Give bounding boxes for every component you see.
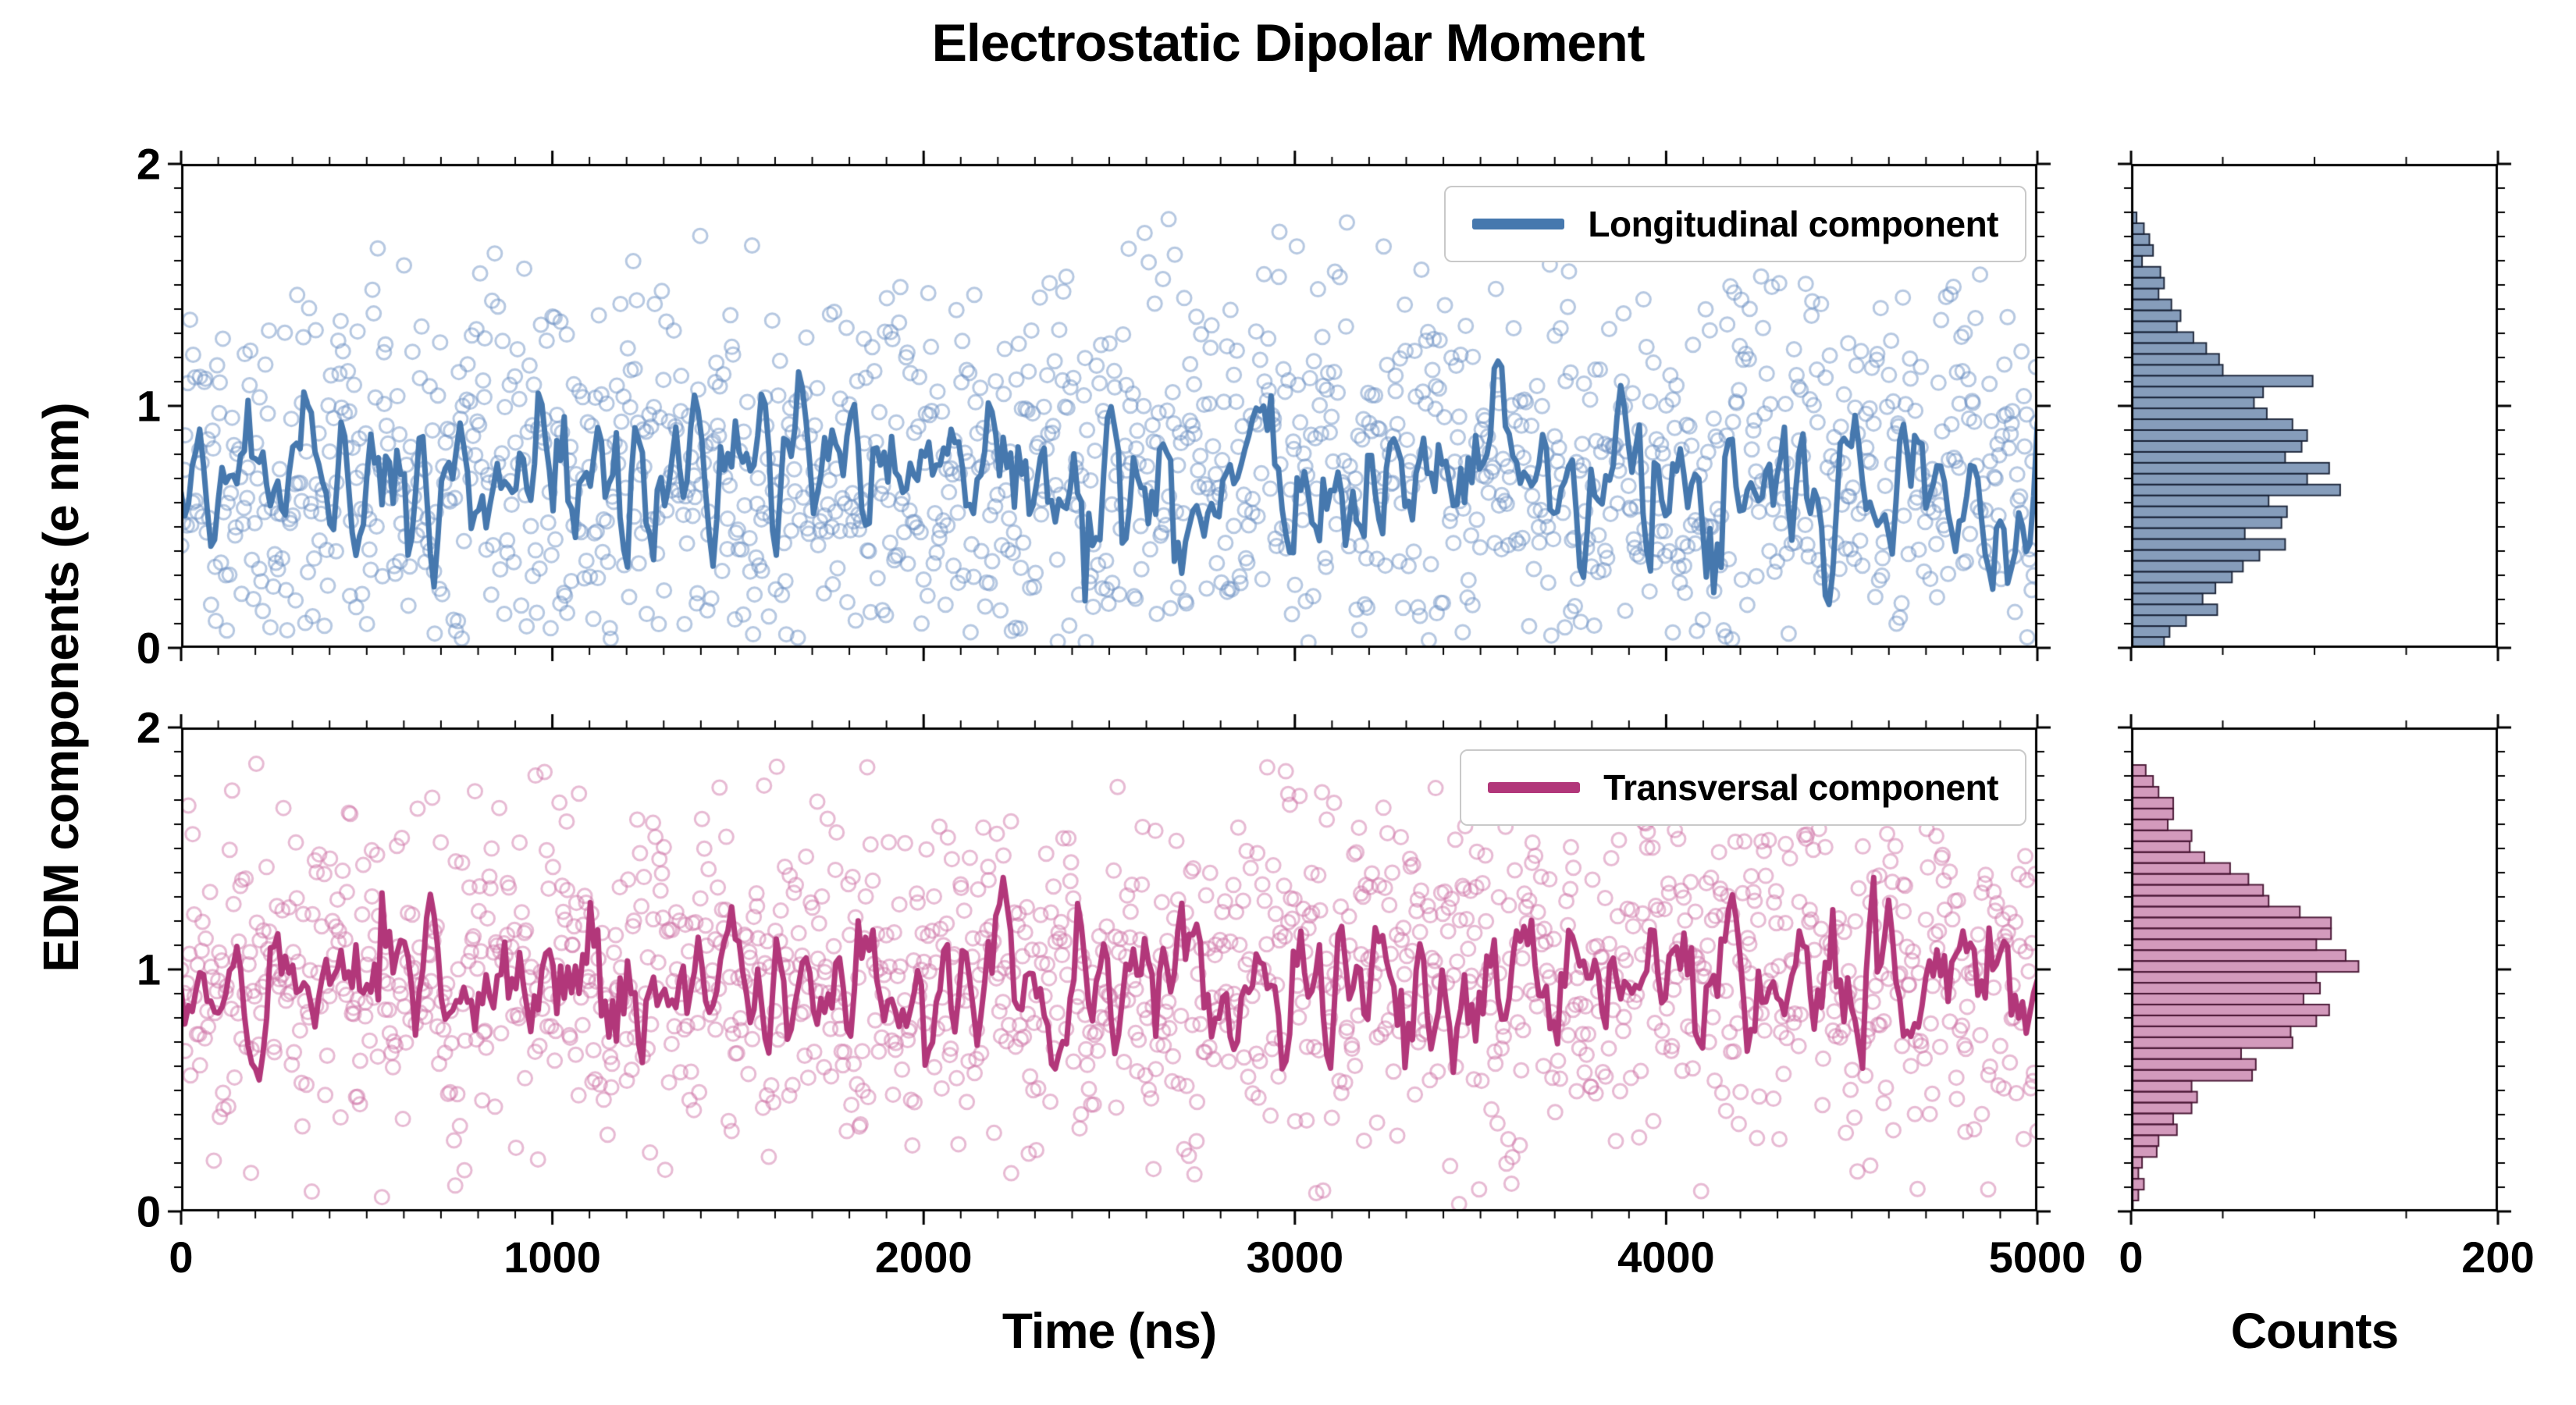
- y-tick-label: 2: [136, 139, 161, 189]
- x-tick-label: 0: [169, 1232, 194, 1282]
- transversal-line-swatch: [1488, 782, 1581, 793]
- legend-transversal: Transversal component: [1460, 749, 2026, 826]
- y-tick-label: 0: [136, 1186, 161, 1236]
- y-tick-label: 2: [136, 702, 161, 752]
- counts-tick-label: 0: [2119, 1232, 2144, 1282]
- y-tick-label: 1: [136, 944, 161, 994]
- x-tick-label: 4000: [1617, 1232, 1715, 1282]
- longitudinal-line-swatch: [1472, 219, 1565, 229]
- counts-tick-label: 200: [2461, 1232, 2535, 1282]
- y-axis-label: EDM components (e nm): [33, 403, 89, 973]
- x-axis-label: Time (ns): [1002, 1303, 1217, 1359]
- chart-title: Electrostatic Dipolar Moment: [931, 13, 1646, 73]
- legend-label-longitudinal: Longitudinal component: [1588, 204, 1998, 244]
- x-tick-label: 5000: [1988, 1232, 2087, 1282]
- x-tick-label: 1000: [503, 1232, 601, 1282]
- legend-label-transversal: Transversal component: [1603, 767, 1998, 808]
- counts-axis-label: Counts: [2230, 1303, 2399, 1359]
- y-tick-label: 1: [136, 381, 161, 431]
- y-tick-label: 0: [136, 623, 161, 673]
- x-tick-label: 3000: [1246, 1232, 1344, 1282]
- x-tick-label: 2000: [874, 1232, 973, 1282]
- legend-longitudinal: Longitudinal component: [1444, 186, 2026, 262]
